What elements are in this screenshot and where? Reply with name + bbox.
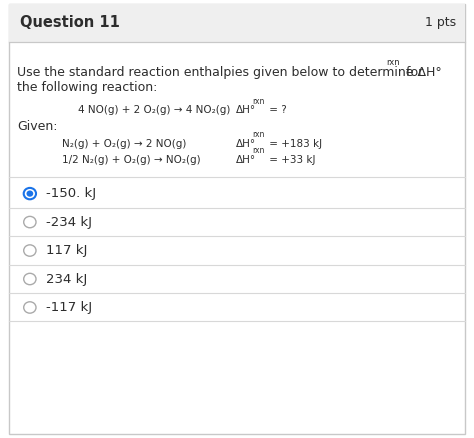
Text: -234 kJ: -234 kJ bbox=[46, 215, 92, 229]
Text: -150. kJ: -150. kJ bbox=[46, 187, 97, 200]
Text: ΔH°: ΔH° bbox=[236, 139, 256, 148]
Circle shape bbox=[24, 302, 36, 313]
Text: 1/2 N₂(g) + O₂(g) → NO₂(g): 1/2 N₂(g) + O₂(g) → NO₂(g) bbox=[62, 155, 200, 165]
Text: N₂(g) + O₂(g) → 2 NO(g): N₂(g) + O₂(g) → 2 NO(g) bbox=[62, 139, 186, 148]
Text: Question 11: Question 11 bbox=[20, 15, 120, 30]
Bar bbox=[9, 4, 465, 42]
Text: 117 kJ: 117 kJ bbox=[46, 244, 88, 257]
Text: ΔH°: ΔH° bbox=[236, 106, 256, 115]
Circle shape bbox=[24, 273, 36, 285]
Circle shape bbox=[24, 216, 36, 228]
Text: 234 kJ: 234 kJ bbox=[46, 272, 88, 286]
Text: rxn: rxn bbox=[253, 97, 265, 106]
Circle shape bbox=[24, 188, 36, 199]
Text: Given:: Given: bbox=[17, 120, 57, 133]
Text: 1 pts: 1 pts bbox=[425, 16, 456, 29]
Text: Use the standard reaction enthalpies given below to determine ΔH°: Use the standard reaction enthalpies giv… bbox=[17, 66, 442, 79]
Text: rxn: rxn bbox=[253, 130, 265, 139]
Text: rxn: rxn bbox=[386, 58, 400, 67]
Circle shape bbox=[27, 191, 33, 197]
Text: rxn: rxn bbox=[253, 146, 265, 155]
Circle shape bbox=[24, 245, 36, 256]
Text: = +33 kJ: = +33 kJ bbox=[266, 155, 316, 165]
Text: for: for bbox=[402, 66, 423, 79]
Text: = +183 kJ: = +183 kJ bbox=[266, 139, 322, 148]
Text: = ?: = ? bbox=[266, 106, 287, 115]
Text: the following reaction:: the following reaction: bbox=[17, 81, 157, 94]
Text: -117 kJ: -117 kJ bbox=[46, 301, 92, 314]
Text: ΔH°: ΔH° bbox=[236, 155, 256, 165]
Text: 4 NO(g) + 2 O₂(g) → 4 NO₂(g): 4 NO(g) + 2 O₂(g) → 4 NO₂(g) bbox=[78, 106, 230, 115]
